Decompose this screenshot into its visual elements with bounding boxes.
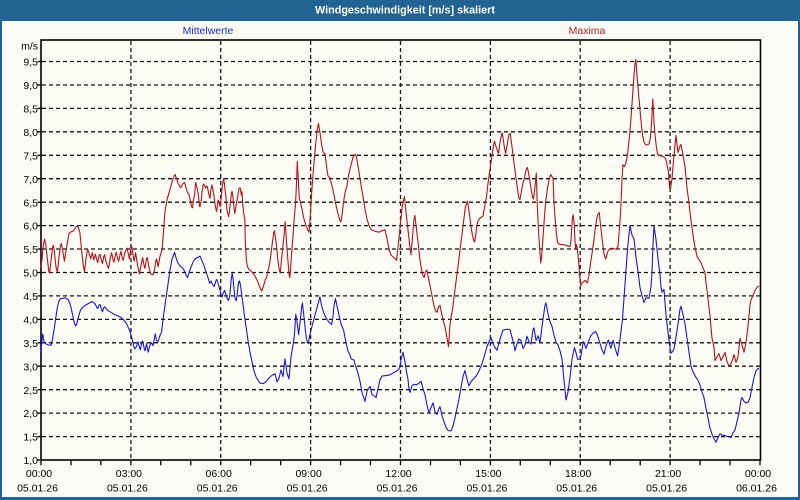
- svg-text:18:00: 18:00: [565, 468, 591, 480]
- svg-text:06:00: 06:00: [206, 468, 232, 480]
- svg-text:7,5: 7,5: [23, 150, 38, 162]
- svg-text:9,0: 9,0: [23, 80, 38, 92]
- svg-text:06.01.26: 06.01.26: [736, 483, 777, 495]
- svg-text:09:00: 09:00: [295, 468, 321, 480]
- svg-text:1,5: 1,5: [23, 432, 38, 444]
- svg-text:21:00: 21:00: [655, 468, 681, 480]
- svg-text:03:00: 03:00: [116, 468, 142, 480]
- svg-text:6,5: 6,5: [23, 197, 38, 209]
- svg-text:6,0: 6,0: [23, 221, 38, 233]
- svg-text:m/s: m/s: [21, 41, 38, 53]
- svg-text:Mittelwerte: Mittelwerte: [183, 25, 234, 37]
- svg-text:12:00: 12:00: [385, 468, 411, 480]
- svg-text:00:00: 00:00: [26, 468, 52, 480]
- svg-text:3,0: 3,0: [23, 361, 38, 373]
- svg-text:4,0: 4,0: [23, 315, 38, 327]
- svg-text:5,5: 5,5: [23, 244, 38, 256]
- svg-text:1,0: 1,0: [23, 455, 38, 467]
- svg-text:Windgeschwindigkeit [m/s] skal: Windgeschwindigkeit [m/s] skaliert: [315, 5, 495, 17]
- svg-text:Maxima: Maxima: [569, 25, 606, 37]
- svg-text:05.01.26: 05.01.26: [556, 483, 597, 495]
- svg-text:8,0: 8,0: [23, 127, 38, 139]
- svg-text:05.01.26: 05.01.26: [107, 483, 148, 495]
- svg-text:3,5: 3,5: [23, 338, 38, 350]
- svg-text:05.01.26: 05.01.26: [466, 483, 507, 495]
- svg-text:9,5: 9,5: [23, 57, 38, 69]
- svg-text:00:00: 00:00: [745, 468, 771, 480]
- svg-text:8,5: 8,5: [23, 104, 38, 116]
- svg-text:05.01.26: 05.01.26: [197, 483, 238, 495]
- svg-text:4,5: 4,5: [23, 291, 38, 303]
- svg-text:7,0: 7,0: [23, 174, 38, 186]
- svg-text:05.01.26: 05.01.26: [377, 483, 418, 495]
- svg-text:2,0: 2,0: [23, 408, 38, 420]
- svg-text:05.01.26: 05.01.26: [287, 483, 328, 495]
- svg-text:15:00: 15:00: [475, 468, 501, 480]
- svg-text:05.01.26: 05.01.26: [17, 483, 58, 495]
- svg-text:5,0: 5,0: [23, 268, 38, 280]
- svg-text:2,5: 2,5: [23, 385, 38, 397]
- svg-text:05.01.26: 05.01.26: [646, 483, 687, 495]
